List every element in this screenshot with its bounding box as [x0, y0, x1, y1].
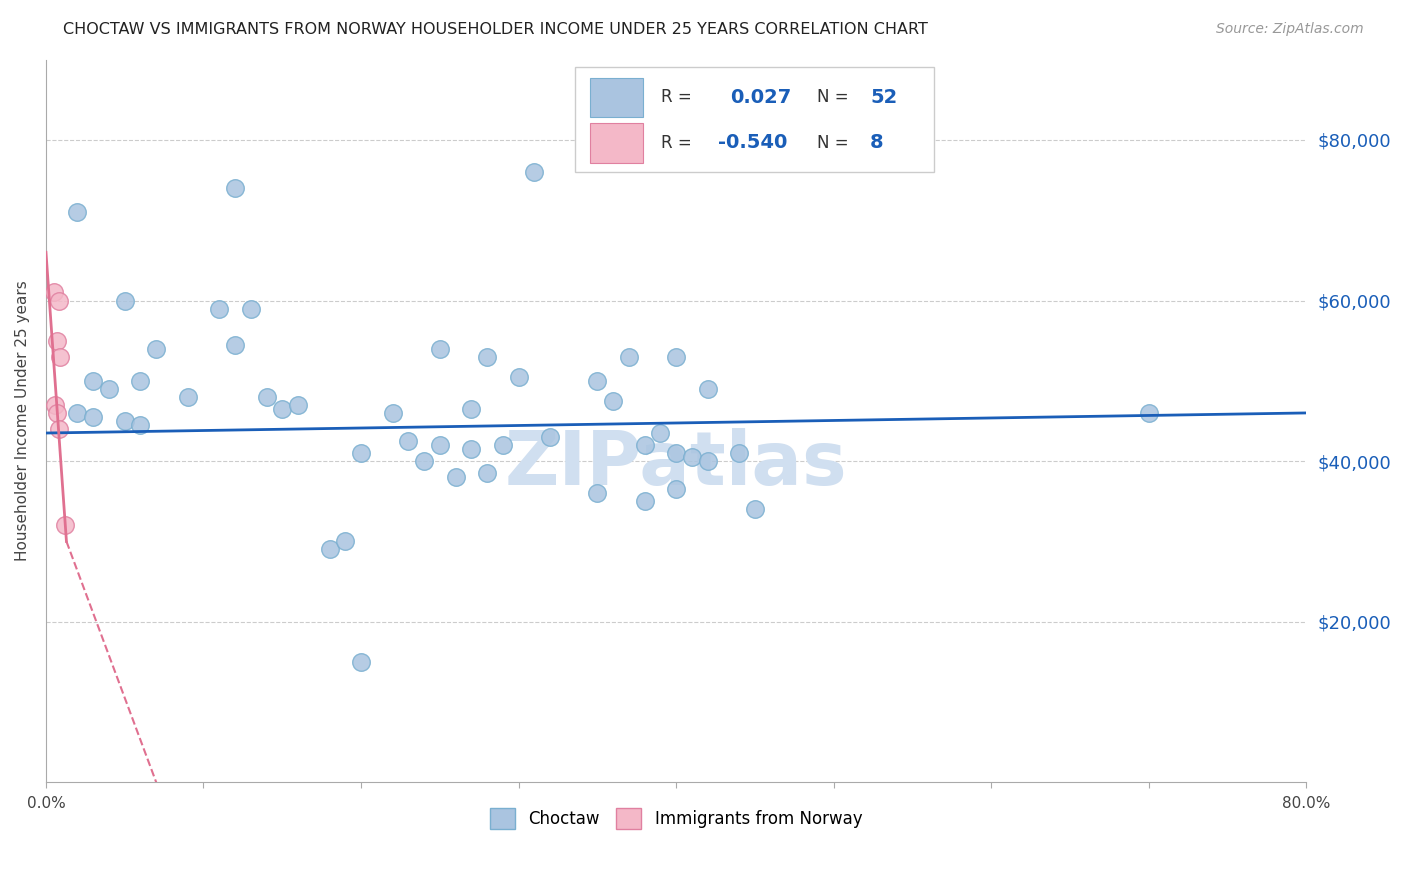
- Point: [475, 350, 498, 364]
- Point: [1137, 406, 1160, 420]
- Text: N =: N =: [817, 88, 849, 106]
- Text: ZIPatlas: ZIPatlas: [505, 428, 848, 500]
- Point: [586, 486, 609, 500]
- Point: [82, 409, 104, 424]
- Point: [523, 165, 546, 179]
- Point: [744, 502, 766, 516]
- Point: [208, 301, 231, 316]
- Point: [633, 438, 655, 452]
- Text: 52: 52: [870, 87, 897, 107]
- Point: [617, 350, 640, 364]
- Point: [381, 406, 404, 420]
- Point: [475, 466, 498, 480]
- Text: CHOCTAW VS IMMIGRANTS FROM NORWAY HOUSEHOLDER INCOME UNDER 25 YEARS CORRELATION : CHOCTAW VS IMMIGRANTS FROM NORWAY HOUSEH…: [63, 22, 928, 37]
- Point: [429, 342, 451, 356]
- Point: [46, 334, 69, 348]
- Point: [396, 434, 419, 448]
- Point: [129, 374, 152, 388]
- Point: [129, 417, 152, 432]
- Point: [287, 398, 309, 412]
- Y-axis label: Householder Income Under 25 years: Householder Income Under 25 years: [15, 281, 30, 561]
- Point: [681, 450, 703, 464]
- Point: [602, 393, 624, 408]
- Point: [46, 406, 69, 420]
- Point: [114, 414, 136, 428]
- Point: [460, 442, 482, 456]
- Point: [492, 438, 515, 452]
- Point: [48, 293, 70, 308]
- Point: [633, 494, 655, 508]
- Point: [696, 454, 718, 468]
- Point: [49, 350, 72, 364]
- Point: [44, 398, 66, 412]
- Point: [98, 382, 121, 396]
- Point: [665, 350, 688, 364]
- Point: [82, 374, 104, 388]
- Text: 8: 8: [870, 133, 884, 153]
- Point: [66, 205, 89, 219]
- Point: [429, 438, 451, 452]
- Point: [460, 401, 482, 416]
- Point: [538, 430, 561, 444]
- Text: Source: ZipAtlas.com: Source: ZipAtlas.com: [1216, 22, 1364, 37]
- Point: [665, 482, 688, 496]
- Text: 0.027: 0.027: [730, 87, 792, 107]
- Text: -0.540: -0.540: [717, 133, 787, 153]
- Text: N =: N =: [817, 134, 849, 152]
- Point: [665, 446, 688, 460]
- Bar: [591, 78, 644, 118]
- Point: [42, 285, 65, 300]
- Point: [271, 401, 294, 416]
- Point: [224, 181, 246, 195]
- Point: [444, 470, 467, 484]
- Point: [177, 390, 200, 404]
- Point: [239, 301, 262, 316]
- Point: [650, 425, 672, 440]
- Point: [114, 293, 136, 308]
- Point: [66, 406, 89, 420]
- Bar: [591, 123, 644, 163]
- Point: [586, 374, 609, 388]
- Point: [413, 454, 436, 468]
- Point: [696, 382, 718, 396]
- Text: R =: R =: [661, 134, 692, 152]
- Point: [318, 542, 340, 557]
- Point: [224, 337, 246, 351]
- Point: [350, 655, 373, 669]
- Legend: Choctaw, Immigrants from Norway: Choctaw, Immigrants from Norway: [484, 802, 869, 836]
- Text: R =: R =: [661, 88, 692, 106]
- Point: [145, 342, 167, 356]
- Point: [508, 369, 530, 384]
- Point: [48, 422, 70, 436]
- FancyBboxPatch shape: [575, 67, 935, 171]
- Point: [728, 446, 751, 460]
- Point: [53, 518, 76, 533]
- Point: [350, 446, 373, 460]
- Point: [256, 390, 278, 404]
- Point: [335, 534, 357, 549]
